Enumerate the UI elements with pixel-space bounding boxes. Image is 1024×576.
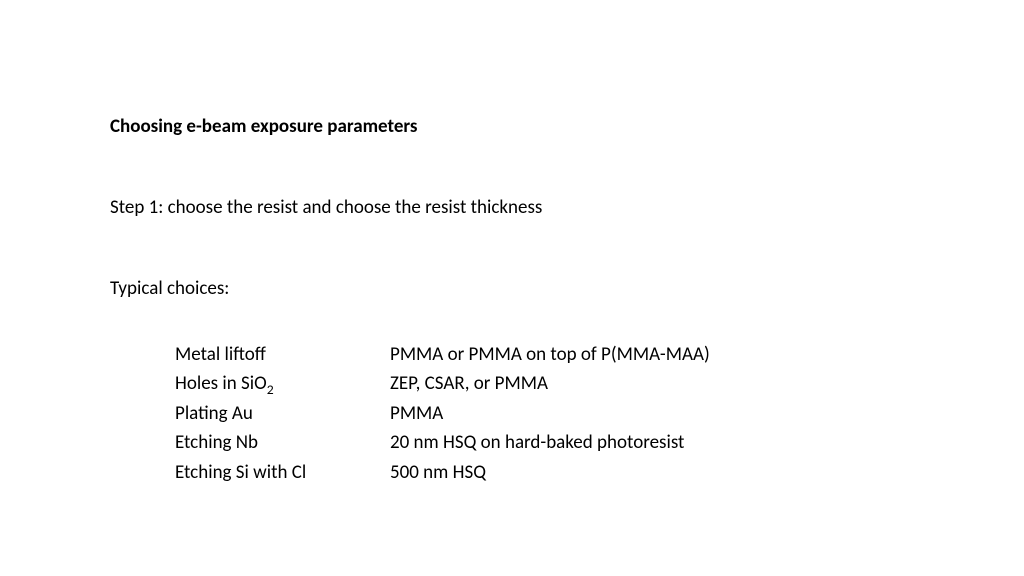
row-value: PMMA or PMMA on top of P(MMA-MAA) — [390, 340, 914, 369]
table-row: Metal liftoff PMMA or PMMA on top of P(M… — [175, 340, 914, 369]
page-title: Choosing e-beam exposure parameters — [110, 115, 914, 138]
subhead: Typical choices: — [110, 277, 914, 300]
label-pre: Holes in SiO — [175, 372, 267, 395]
label-pre: Plating Au — [175, 402, 253, 425]
choices-table: Metal liftoff PMMA or PMMA on top of P(M… — [175, 340, 914, 487]
table-row: Etching Si with Cl 500 nm HSQ — [175, 458, 914, 487]
row-label: Etching Si with Cl — [175, 458, 390, 487]
label-pre: Etching Nb — [175, 431, 258, 454]
row-label: Metal liftoff — [175, 340, 390, 369]
label-sub: 2 — [267, 381, 274, 398]
table-row: Etching Nb 20 nm HSQ on hard-baked photo… — [175, 428, 914, 457]
table-row: Holes in SiO2 ZEP, CSAR, or PMMA — [175, 369, 914, 398]
table-row: Plating Au PMMA — [175, 399, 914, 428]
label-pre: Etching Si with Cl — [175, 461, 306, 484]
row-value: ZEP, CSAR, or PMMA — [390, 369, 914, 398]
row-value: PMMA — [390, 399, 914, 428]
row-value: 20 nm HSQ on hard-baked photoresist — [390, 428, 914, 457]
step-text: Step 1: choose the resist and choose the… — [110, 196, 914, 219]
label-pre: Metal liftoff — [175, 343, 266, 366]
row-label: Plating Au — [175, 399, 390, 428]
row-label: Holes in SiO2 — [175, 369, 390, 398]
row-label: Etching Nb — [175, 428, 390, 457]
row-value: 500 nm HSQ — [390, 458, 914, 487]
slide: Choosing e-beam exposure parameters Step… — [0, 0, 1024, 576]
